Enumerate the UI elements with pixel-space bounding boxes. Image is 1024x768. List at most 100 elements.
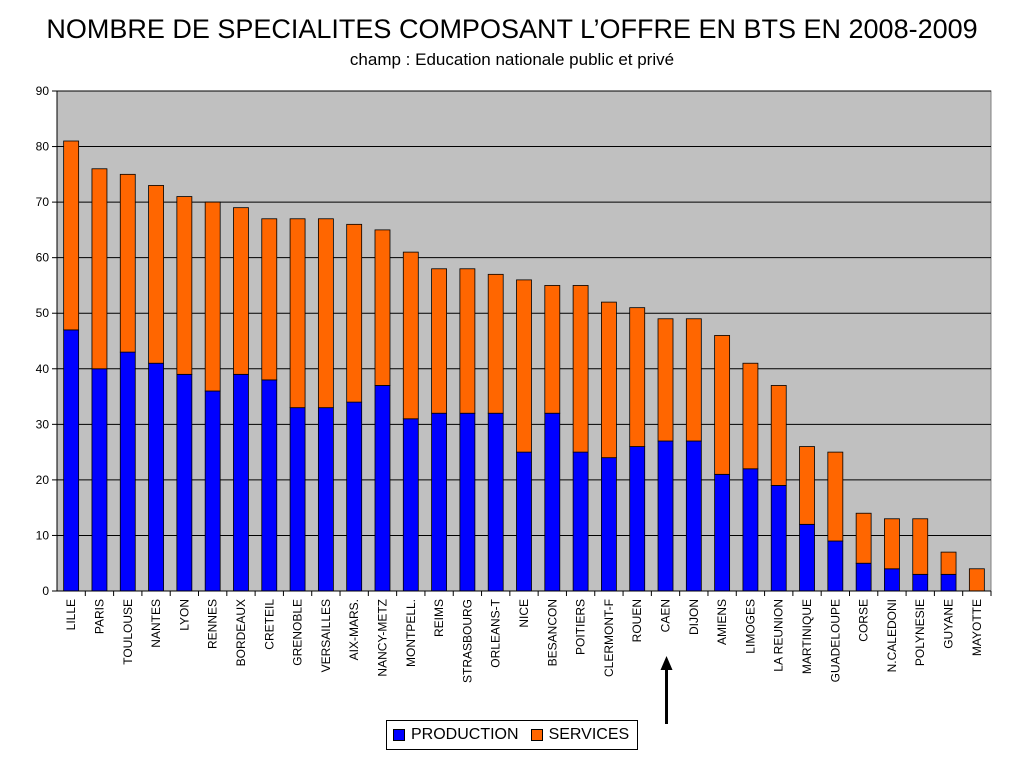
bar-services	[516, 279, 532, 453]
x-tick-label: LA REUNION	[772, 599, 786, 672]
x-tick-label: LYON	[177, 599, 191, 631]
bar-production	[544, 412, 561, 592]
bar-production	[940, 573, 957, 592]
bar-production	[289, 407, 306, 592]
bar-services	[770, 385, 787, 486]
bar-services	[884, 518, 900, 570]
x-tick-label: GUYANE	[942, 599, 956, 649]
x-tick-label: CAEN	[659, 599, 673, 632]
bar-services	[940, 551, 957, 575]
bar-production	[346, 401, 363, 592]
bar-services	[63, 140, 80, 331]
bar-production	[572, 451, 589, 592]
y-tick-label: 80	[36, 140, 50, 154]
bar-services	[742, 362, 759, 470]
bar-services	[912, 518, 929, 575]
bar-services	[374, 229, 391, 386]
bar-services	[317, 218, 334, 409]
legend-swatch-production	[393, 729, 405, 741]
y-tick-label: 50	[36, 306, 50, 320]
bar-production	[459, 412, 476, 592]
bar-production	[176, 373, 193, 592]
x-tick-label: RENNES	[206, 599, 220, 649]
bar-production	[148, 362, 164, 592]
bar-production	[770, 485, 787, 592]
bar-production	[91, 368, 108, 592]
bar-services	[544, 285, 561, 414]
x-tick-label: MONTPELL.	[404, 599, 418, 667]
y-tick-label: 90	[36, 84, 50, 98]
x-tick-label: N.CALEDONI	[885, 599, 899, 672]
x-tick-label: CRETEIL	[262, 599, 276, 650]
bar-production	[119, 351, 136, 592]
x-tick-label: NANCY-METZ	[375, 599, 389, 677]
bar-services	[572, 285, 589, 453]
bar-services	[601, 301, 617, 459]
bar-production	[261, 379, 278, 592]
bar-production	[204, 390, 221, 592]
bar-production	[855, 562, 872, 592]
bar-services	[459, 268, 476, 414]
x-tick-label: REIMS	[432, 599, 446, 637]
bar-production	[374, 385, 391, 592]
bar-services	[119, 173, 136, 353]
annotation-arrow-head	[660, 656, 673, 670]
x-tick-label: PARIS	[92, 599, 106, 634]
x-tick-label: NICE	[517, 599, 531, 628]
y-tick-label: 10	[36, 528, 50, 542]
chart-subtitle: champ : Education nationale public et pr…	[349, 50, 675, 69]
x-tick-label: BESANCON	[545, 599, 559, 666]
bar-services	[629, 307, 646, 447]
x-tick-label: BORDEAUX	[234, 599, 248, 666]
x-tick-label: AMIENS	[715, 599, 729, 645]
bar-services	[827, 451, 844, 542]
annotation	[660, 656, 673, 724]
bar-production	[431, 412, 447, 592]
x-tick-label: POITIERS	[574, 599, 588, 655]
bar-production	[714, 473, 731, 592]
bar-services	[402, 251, 419, 420]
x-axis: LILLE PARIS TOULOUSE NANTES LYON RENNES BORDEA…	[57, 590, 992, 683]
legend-label-production: PRODUCTION	[411, 726, 519, 743]
bar-services	[657, 318, 674, 442]
bar-services	[204, 201, 221, 392]
x-tick-label: AIX-MARS.	[347, 599, 361, 660]
bar-production	[884, 568, 900, 592]
bar-production	[601, 457, 617, 592]
bar-production	[657, 440, 674, 592]
bar-production	[742, 468, 759, 592]
y-tick-label: 0	[42, 584, 49, 598]
bar-services	[176, 196, 193, 375]
bar-services	[685, 318, 702, 442]
x-tick-label: POLYNESIE	[913, 599, 927, 666]
bar-production	[912, 573, 929, 592]
y-tick-label: 40	[36, 362, 50, 376]
bar-services	[855, 512, 872, 564]
x-tick-label: CORSE	[857, 599, 871, 642]
x-tick-label: MAYOTTE	[970, 599, 984, 656]
x-tick-label: DIJON	[687, 599, 701, 635]
bar-services	[799, 446, 815, 525]
y-tick-label: 70	[36, 195, 50, 209]
bars	[63, 140, 985, 592]
bar-production	[233, 373, 249, 592]
legend-item-production: PRODUCTION	[393, 726, 519, 744]
bar-production	[685, 440, 702, 592]
bar-services	[346, 223, 363, 403]
y-tick-label: 60	[36, 251, 50, 265]
x-tick-label: STRASBOURG	[460, 599, 474, 683]
x-tick-label: ROUEN	[630, 599, 644, 642]
legend: PRODUCTION SERVICES	[386, 720, 639, 750]
x-tick-label: TOULOUSE	[121, 599, 135, 665]
bar-production	[317, 407, 334, 592]
bar-production	[516, 451, 532, 592]
bar-services	[968, 568, 985, 592]
bar-production	[63, 329, 80, 592]
x-tick-label: GUADELOUPE	[828, 599, 842, 682]
legend-swatch-services	[530, 729, 543, 741]
bar-production	[799, 523, 815, 592]
bar-services	[487, 273, 504, 414]
y-tick-label: 20	[36, 473, 50, 487]
x-tick-label: GRENOBLE	[291, 599, 305, 666]
